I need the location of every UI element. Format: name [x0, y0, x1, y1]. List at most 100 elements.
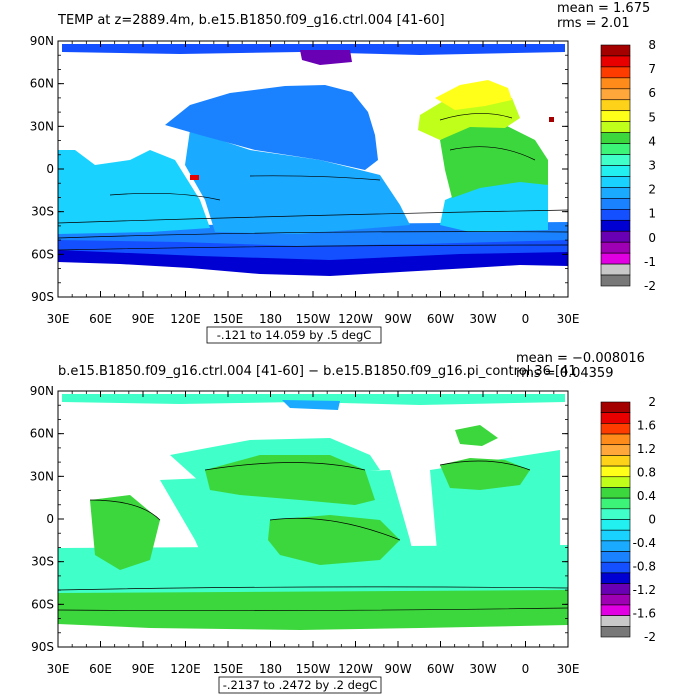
spot-red-atlantic [549, 117, 554, 122]
panel-2: b.e15.B1850.f09_g16.ctrl.004 [41-60] − b… [30, 351, 656, 694]
panel-2-mean: mean = −0.008016 [516, 351, 645, 366]
colorbar-label: 1.6 [637, 419, 656, 433]
panel-2-contour-info: -.2137 to .2472 by .2 degC [223, 678, 378, 692]
panel-1-mean: mean = 1.675 [557, 1, 650, 16]
field-north-atlantic-warm [418, 96, 520, 140]
y-tick-label: 90S [31, 640, 54, 654]
contour-line [109, 192, 221, 201]
contour-line [58, 231, 568, 239]
colorbar-swatch [600, 110, 631, 122]
field-north-atlantic-core [435, 80, 512, 110]
x-tick-label: 60E [89, 312, 112, 326]
panel-2-rms: rms = 0.04359 [516, 366, 613, 381]
colorbar-label: 0.8 [637, 466, 656, 480]
colorbar-label: -2 [644, 630, 656, 644]
colorbar-swatch [600, 241, 631, 254]
contour-line [269, 517, 401, 541]
colorbar-label: 1.2 [637, 442, 656, 456]
panel-2-map [58, 391, 568, 647]
colorbar-label: 0 [648, 513, 656, 527]
field-arctic-negative [62, 394, 565, 405]
colorbar-swatch [600, 99, 631, 112]
x-tick-label: 150E [213, 662, 244, 676]
panel-1-title: TEMP at z=2889.4m, b.e15.B1850.f09_g16.c… [57, 13, 445, 28]
x-tick-label: 90E [132, 312, 155, 326]
colorbar-swatch [600, 88, 631, 101]
colorbar-swatch [600, 55, 631, 68]
colorbar-swatch [600, 274, 631, 287]
colorbar-label: -0.4 [633, 536, 656, 550]
colorbar-label: 6 [648, 86, 656, 100]
x-tick-label: 120W [338, 312, 373, 326]
x-tick-label: 120W [338, 662, 373, 676]
contour-line [58, 244, 568, 251]
colorbar-swatch [600, 132, 631, 144]
field-positive-north-atlantic [440, 458, 530, 490]
contour-line [439, 460, 531, 471]
y-tick-label: 0 [46, 162, 54, 176]
field-south-atlantic [440, 180, 548, 232]
colorbar-label: 1 [648, 207, 656, 221]
panel-2-title: b.e15.B1850.f09_g16.ctrl.004 [41-60] − b… [58, 364, 577, 379]
colorbar-swatch [600, 219, 631, 232]
colorbar-swatch [600, 476, 631, 488]
colorbar-label: -2 [644, 279, 656, 293]
spot-red-pacific [190, 175, 199, 180]
y-tick-label: 30N [30, 119, 54, 133]
colorbar-swatch [600, 44, 631, 57]
y-tick-label: 60N [30, 427, 54, 441]
colorbar-swatch [600, 154, 631, 166]
colorbar-label: 8 [648, 38, 656, 52]
colorbar-swatch [600, 604, 631, 616]
colorbar-label: 4 [648, 134, 656, 148]
x-tick-label: 60W [427, 312, 454, 326]
field-positive-labrador [455, 425, 498, 446]
contour-line [449, 146, 536, 161]
colorbar-swatch [600, 497, 631, 510]
x-tick-label: 150E [213, 312, 244, 326]
colorbar-swatch [600, 209, 631, 221]
colorbar-swatch [600, 143, 631, 155]
colorbar-swatch [600, 77, 631, 90]
y-tick-label: 30S [31, 555, 54, 569]
x-tick-label: 180 [259, 662, 282, 676]
field-positive-tropical-pacific [268, 515, 400, 565]
x-tick-label: 30W [469, 312, 496, 326]
colorbar-label: 5 [648, 110, 656, 124]
colorbar-swatch [600, 626, 631, 638]
colorbar-label: 7 [648, 62, 656, 76]
x-tick-label: 90E [132, 662, 155, 676]
panel-2-colorbar: 2 1.6 1.2 0.8 0.4 0 -0.4 -0.8 -1.2 -1.6 -2 [600, 395, 656, 644]
field-arctic-blue [282, 400, 340, 410]
colorbar-label: 0 [648, 231, 656, 245]
field-south-pacific [185, 130, 410, 234]
colorbar-label: -1.2 [633, 583, 656, 597]
field-indian-ocean [58, 150, 210, 234]
colorbar-swatch [600, 423, 631, 435]
field-arctic-purple [300, 50, 352, 65]
panel-2-contour-info-box [218, 676, 382, 694]
colorbar-swatch [600, 66, 631, 79]
x-tick-label: 60W [427, 662, 454, 676]
field-positive-indian [90, 495, 160, 570]
x-tick-label: 90W [384, 662, 411, 676]
x-tick-label: 150W [296, 662, 331, 676]
colorbar-swatch [600, 187, 631, 199]
y-tick-label: 60S [31, 247, 54, 261]
y-tick-label: 90N [30, 384, 54, 398]
colorbar-label: 0.4 [637, 489, 656, 503]
panel-2-axes: 30E 60E 90E 120E 150E 180 150W 120W 90W 60W 30W 0 30… [30, 384, 580, 676]
x-tick-label: 180 [259, 312, 282, 326]
x-tick-label: 30E [557, 312, 580, 326]
colorbar-swatch [600, 433, 631, 446]
colorbar-label: 2 [648, 395, 656, 409]
colorbar-swatch [600, 561, 631, 574]
panel-1-contour-info: -.121 to 14.059 by .5 degC [217, 328, 372, 342]
colorbar-swatch [600, 572, 631, 584]
colorbar-swatch [600, 508, 631, 520]
colorbar-swatch [600, 487, 631, 499]
contour-line [58, 586, 568, 591]
colorbar-swatch [600, 551, 631, 563]
colorbar-swatch [600, 263, 631, 276]
y-tick-label: 60N [30, 77, 54, 91]
